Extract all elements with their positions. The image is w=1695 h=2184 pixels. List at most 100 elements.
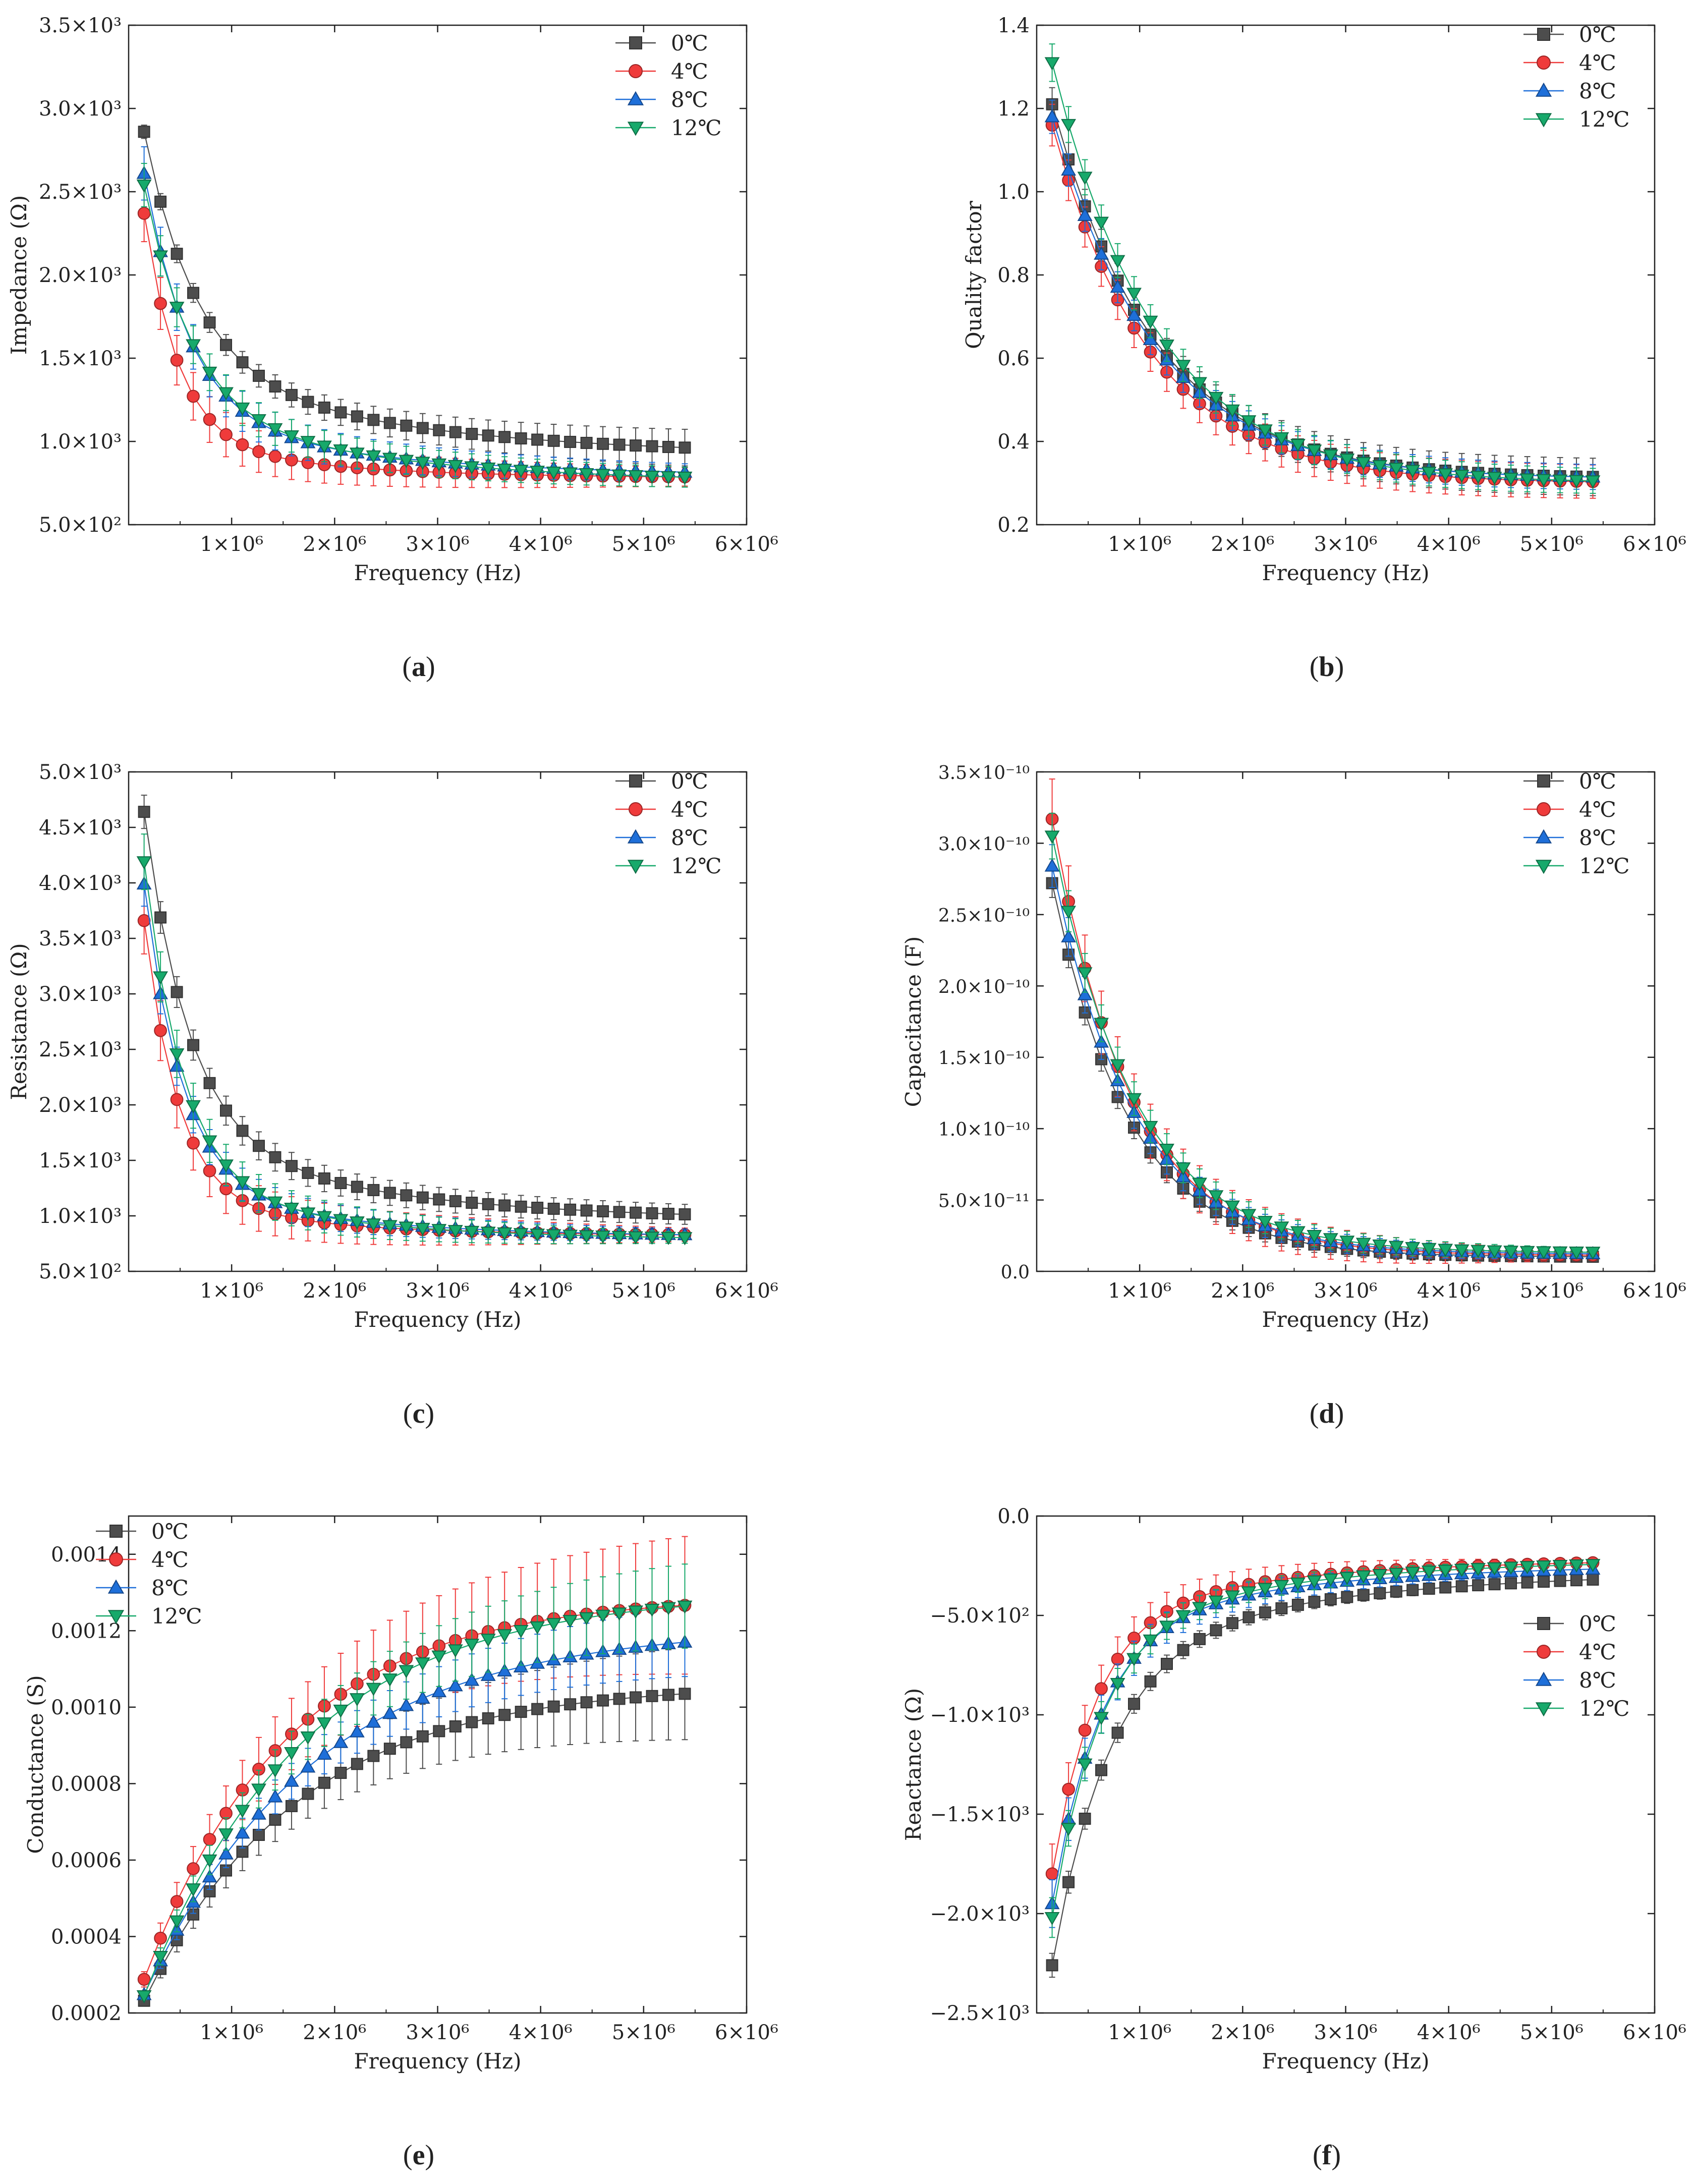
data-point <box>482 1712 494 1725</box>
legend-label: 12℃ <box>1579 1696 1629 1721</box>
data-point <box>1339 1236 1355 1249</box>
data-point <box>154 195 167 208</box>
data-point <box>415 1222 430 1236</box>
data-point <box>466 1197 478 1209</box>
data-point <box>416 1730 429 1743</box>
data-point <box>415 1691 430 1704</box>
data-point <box>1110 279 1125 293</box>
y-tick-label: 4.5×10³ <box>39 816 122 839</box>
legend-label: 8℃ <box>1579 79 1616 103</box>
data-point <box>400 419 413 432</box>
data-point <box>153 250 168 264</box>
series-line <box>1051 866 1593 1255</box>
data-point <box>597 1205 609 1217</box>
data-point <box>1110 1678 1125 1692</box>
data-point <box>136 179 152 193</box>
data-point <box>1454 1563 1470 1577</box>
data-point <box>449 426 462 438</box>
y-tick-label: 0.6 <box>997 347 1030 370</box>
data-point <box>1423 1583 1435 1595</box>
data-point <box>1241 1586 1257 1600</box>
data-point <box>513 1228 529 1242</box>
y-tick-label: 3.5×10³ <box>39 14 122 37</box>
y-tick-label: 5.0×10² <box>39 1260 122 1283</box>
data-point <box>153 1951 168 1965</box>
legend-marker <box>1535 860 1552 874</box>
data-point <box>1044 1912 1060 1926</box>
data-point <box>646 1690 658 1702</box>
data-point <box>1275 1602 1288 1614</box>
data-point <box>302 396 314 408</box>
data-point <box>1372 1239 1388 1253</box>
data-point <box>1062 1782 1075 1796</box>
data-point <box>530 1621 545 1635</box>
legend-marker <box>627 860 644 874</box>
data-point <box>202 1854 217 1868</box>
data-point <box>546 1229 561 1243</box>
data-point <box>630 1206 642 1219</box>
data-point <box>1569 1246 1584 1260</box>
legend-label: 8℃ <box>151 1576 189 1600</box>
data-point <box>1126 288 1142 301</box>
series-line <box>1051 125 1593 482</box>
data-point <box>1095 1764 1108 1776</box>
legend-label: 4℃ <box>151 1547 189 1572</box>
data-point <box>1471 471 1486 484</box>
data-point <box>611 469 627 483</box>
data-point <box>1110 1059 1125 1073</box>
data-point <box>137 207 151 220</box>
series-line <box>1051 1579 1593 1966</box>
legend-marker <box>1535 1671 1552 1686</box>
x-tick-label: 4×10⁶ <box>509 533 573 556</box>
data-point <box>1519 1246 1535 1259</box>
data-point <box>170 1093 184 1106</box>
data-point <box>1144 1675 1157 1688</box>
data-point <box>382 453 398 466</box>
data-point <box>383 1743 396 1755</box>
data-point <box>218 1828 234 1842</box>
y-tick-label: 0.0002 <box>51 2002 122 2025</box>
y-tick-label: 0.4 <box>997 430 1030 454</box>
data-point <box>628 1605 643 1619</box>
data-point <box>1077 207 1093 221</box>
y-axis-label: Reactance (Ω) <box>901 1688 926 1841</box>
data-point <box>1536 1560 1551 1574</box>
data-point <box>513 465 529 478</box>
data-point <box>302 1166 314 1179</box>
data-point <box>202 1869 217 1883</box>
series-line <box>143 173 685 473</box>
data-point <box>497 464 513 477</box>
x-tick-label: 2×10⁶ <box>1211 1279 1274 1303</box>
legend-marker <box>109 1552 123 1566</box>
data-point <box>1061 929 1077 942</box>
x-tick-label: 5×10⁶ <box>1520 533 1584 556</box>
series-0c <box>1046 1573 1599 1978</box>
legend-marker <box>1537 802 1551 816</box>
data-point <box>316 1211 332 1224</box>
data-point <box>466 1716 478 1728</box>
data-point <box>235 1825 250 1839</box>
data-point <box>171 986 183 998</box>
data-point <box>367 1750 380 1762</box>
series-8c <box>136 146 693 481</box>
series-line <box>1051 1562 1593 1874</box>
data-point <box>218 1159 234 1173</box>
data-point <box>137 1973 151 1986</box>
y-tick-label: 1.2 <box>997 97 1030 121</box>
data-point <box>531 433 544 446</box>
legend: 0℃ 4℃ 8℃ 12℃ <box>1523 22 1629 132</box>
x-tick-label: 3×10⁶ <box>1314 2021 1378 2044</box>
data-point <box>1341 1591 1353 1603</box>
data-point <box>1552 1559 1568 1574</box>
data-point <box>1062 1876 1075 1888</box>
data-point <box>186 1100 201 1113</box>
legend-marker <box>107 1610 125 1625</box>
data-point <box>1094 216 1109 230</box>
y-tick-label: 1.5×10³ <box>39 347 122 370</box>
data-point <box>138 126 150 138</box>
data-point <box>333 1704 349 1718</box>
y-tick-label: 1.5×10⁻¹⁰ <box>938 1048 1030 1069</box>
data-point <box>564 1698 577 1711</box>
x-axis-label: Frequency (Hz) <box>1262 2049 1429 2074</box>
data-point <box>300 1731 316 1745</box>
